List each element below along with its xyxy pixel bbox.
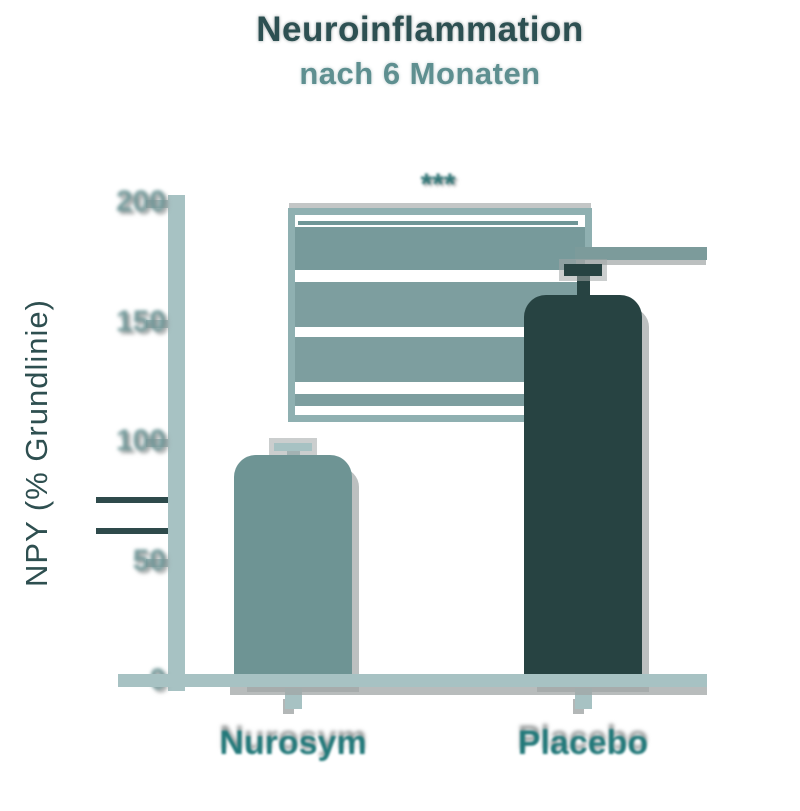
y-axis-tick (146, 319, 170, 328)
artifact-band (575, 247, 707, 260)
significance-stars: *** (420, 168, 456, 201)
artifact-stripe (295, 394, 585, 406)
error-bar-cap (274, 443, 312, 451)
bracket-top-edge (288, 208, 592, 215)
y-axis-tick (146, 200, 170, 208)
y-tick-label: 150 (115, 304, 166, 338)
y-axis-line (168, 195, 185, 691)
chart-header: Neuroinflammation nach 6 Monaten (40, 10, 800, 92)
y-tick-label: 200 (115, 185, 166, 218)
bar-placebo (524, 294, 642, 685)
artifact-stripe (295, 227, 585, 270)
bracket-left-edge (288, 208, 295, 422)
y-axis-tick (146, 558, 170, 567)
artifact-dash (96, 528, 168, 534)
category-label-placebo: Placebo (517, 724, 649, 762)
bracket-inner-line (298, 221, 578, 225)
chart-subtitle: nach 6 Monaten (299, 56, 541, 91)
x-axis-line (118, 674, 707, 687)
bracket-right-edge (585, 208, 592, 260)
artifact-dash (96, 497, 168, 503)
y-tick-label: 50 (132, 543, 166, 577)
chart-title: Neuroinflammation (256, 10, 584, 49)
y-axis-tick (146, 439, 170, 447)
bar-nurosym (234, 454, 352, 685)
category-label-nurosym: Nurosym (219, 724, 367, 762)
y-tick-label: 100 (115, 424, 166, 457)
error-bar-cap (564, 263, 602, 276)
x-axis-shadow (230, 687, 707, 695)
bracket-bottom-edge (288, 415, 580, 422)
